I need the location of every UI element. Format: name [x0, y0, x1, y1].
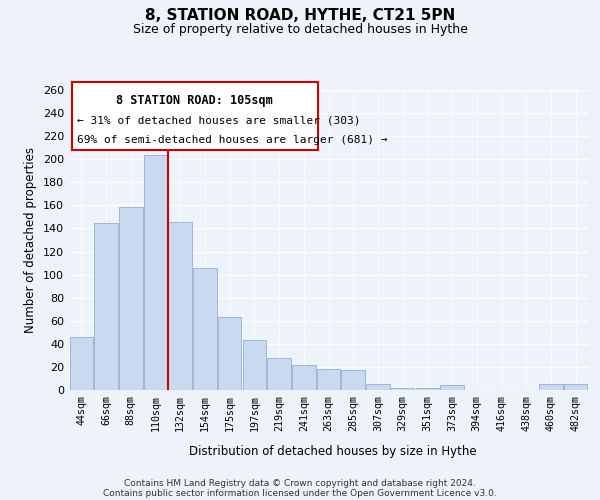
Bar [242, 340, 266, 390]
Text: Distribution of detached houses by size in Hythe: Distribution of detached houses by size … [189, 444, 477, 458]
Bar [119, 206, 143, 390]
Text: 69% of semi-detached houses are larger (681) →: 69% of semi-detached houses are larger (… [77, 135, 387, 145]
Bar [144, 154, 167, 390]
FancyBboxPatch shape [71, 82, 318, 150]
Text: Contains public sector information licensed under the Open Government Licence v3: Contains public sector information licen… [103, 488, 497, 498]
Bar [440, 386, 464, 390]
Bar [70, 337, 93, 390]
Bar [564, 384, 587, 390]
Bar [268, 358, 291, 390]
Bar [416, 388, 439, 390]
Bar [218, 318, 241, 390]
Bar [193, 268, 217, 390]
Bar [366, 384, 389, 390]
Bar [169, 222, 192, 390]
Y-axis label: Number of detached properties: Number of detached properties [25, 147, 37, 333]
Text: ← 31% of detached houses are smaller (303): ← 31% of detached houses are smaller (30… [77, 116, 360, 126]
Text: 8, STATION ROAD, HYTHE, CT21 5PN: 8, STATION ROAD, HYTHE, CT21 5PN [145, 8, 455, 22]
Bar [94, 222, 118, 390]
Bar [292, 364, 316, 390]
Bar [391, 388, 415, 390]
Bar [341, 370, 365, 390]
Bar [539, 384, 563, 390]
Bar [317, 369, 340, 390]
Text: Contains HM Land Registry data © Crown copyright and database right 2024.: Contains HM Land Registry data © Crown c… [124, 478, 476, 488]
Text: Size of property relative to detached houses in Hythe: Size of property relative to detached ho… [133, 22, 467, 36]
Text: 8 STATION ROAD: 105sqm: 8 STATION ROAD: 105sqm [116, 94, 273, 108]
